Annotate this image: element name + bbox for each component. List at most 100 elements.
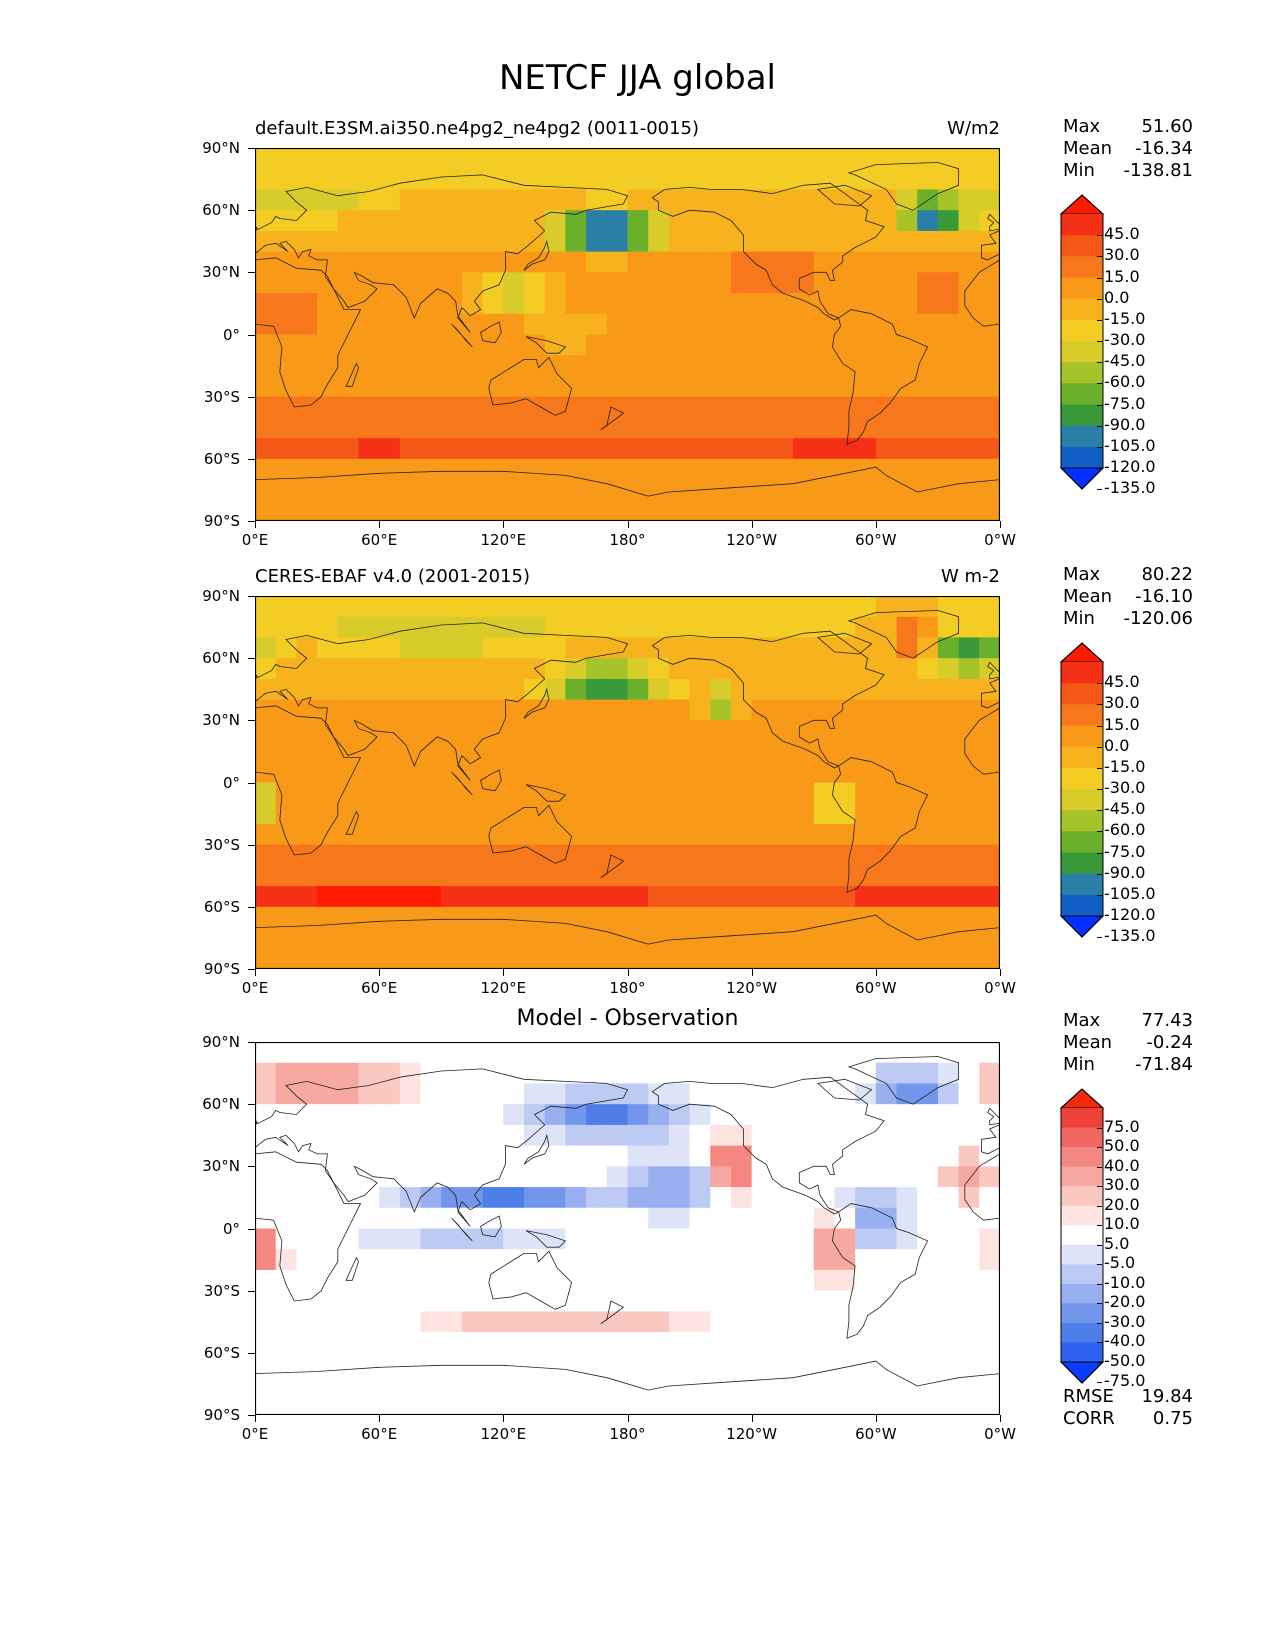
field-cell [275,1311,297,1333]
field-cell [606,230,629,253]
field-cell [834,396,856,418]
field-cell [668,1332,691,1354]
field-cell [544,616,567,639]
field-cell [565,148,587,170]
panel-diff: Model - Observation 90°N 60°N 30°N 0° 30°S 60°… [0,1006,1275,1452]
field-cell [296,396,318,418]
field-cell [317,1290,339,1312]
field-cell [296,1166,318,1188]
field-cell [482,699,504,721]
colorbar-segment [1061,1186,1103,1207]
field-cell [834,1249,856,1271]
field-cell [834,741,856,763]
field-cell [296,417,318,439]
colorbar-tick [1097,1283,1102,1285]
coastline-nz [600,854,625,879]
field-cell [751,458,773,481]
field-cell [606,293,629,315]
field-cell [813,803,836,825]
field-cell [855,334,877,356]
field-cell [255,927,277,949]
field-cell [544,1269,567,1292]
field-cell [503,438,525,460]
field-cell [420,865,442,887]
field-cell [668,720,691,742]
field-cell [875,1269,898,1292]
field-cell [255,189,277,211]
field-cell [255,417,277,439]
field-cell [503,1104,525,1126]
field-cell [730,823,753,846]
field-cell [441,1269,463,1292]
field-cell [565,375,587,398]
field-cell [337,678,360,701]
field-cell [648,761,670,784]
field-cell [399,396,422,418]
field-cell [730,1249,753,1271]
field-cell [337,334,360,356]
field-cell [461,678,484,701]
field-cell [399,1145,422,1167]
field-cell [524,844,546,866]
field-cell [358,1187,380,1209]
field-cell [461,865,484,887]
field-cell [503,230,525,253]
field-cell [524,189,546,211]
field-cell [317,375,339,398]
field-cell [524,148,546,170]
field-cell [937,637,960,659]
field-cell [958,1145,980,1167]
field-cell [648,272,670,294]
field-cell [399,596,422,618]
field-cell [420,782,442,804]
field-cell [441,438,463,460]
field-cell [296,500,318,522]
field-cell [317,1207,339,1230]
stat-row: Mean -0.24 [1063,1032,1193,1054]
field-cell [648,678,670,701]
field-cell [358,1373,380,1395]
field-cell [441,1042,463,1064]
field-cell [399,1373,422,1395]
field-cell [461,458,484,481]
field-cell [296,616,318,639]
field-cell [979,1145,1001,1167]
field-cell [979,1207,1001,1230]
colorbar-tick [1097,1381,1102,1383]
field-cell [710,927,732,949]
field-cell [296,699,318,721]
field-cell [730,927,753,949]
field-cell [689,865,711,887]
field-cell [710,272,732,294]
field-cell [730,458,753,481]
field-cell [358,417,380,439]
field-cell [730,375,753,398]
field-cell [420,1228,442,1250]
field-cell [503,948,525,970]
field-cell [937,1394,960,1416]
field-cell [896,375,918,398]
coastline-japan [523,1133,550,1165]
field-cell [834,1083,856,1105]
field-cell [337,1042,360,1064]
field-cell [730,1145,753,1167]
panel-units: W/m2 [947,118,1000,139]
field-cell [627,616,649,639]
field-cell [503,596,525,618]
field-cell [503,699,525,721]
field-cell [917,438,939,460]
field-cell [606,375,629,398]
field-cell [441,699,463,721]
field-cell [337,927,360,949]
field-cell [917,1290,939,1312]
field-cell [565,1062,587,1085]
colorbar-tick [1097,810,1102,812]
field-cell [544,865,567,887]
coastline-nz [600,406,625,431]
field-cell [544,678,567,701]
coastline-madagascar [345,1256,359,1281]
field-cell [855,417,877,439]
field-cell [917,886,939,908]
field-cell [399,334,422,356]
field-cell [648,375,670,398]
